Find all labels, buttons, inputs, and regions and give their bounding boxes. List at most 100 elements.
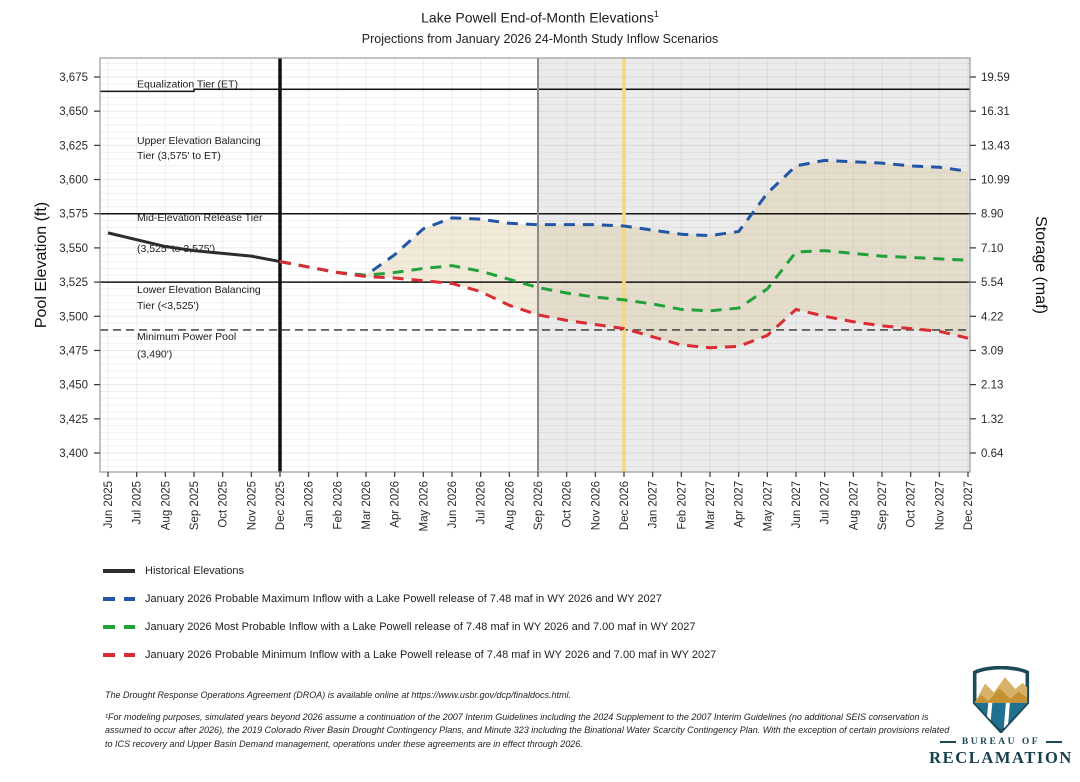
footnotes: The Drought Response Operations Agreemen… — [105, 689, 950, 751]
elevation-tick-label: 3,450 — [59, 380, 88, 392]
month-tick-label: Jul 2026 — [476, 481, 488, 524]
storage-tick-label: 16.31 — [981, 106, 1010, 118]
month-tick-label: Jun 2026 — [447, 481, 459, 528]
equalization-tier-line — [100, 88, 970, 93]
elevation-tick-label: 3,575 — [59, 209, 88, 221]
elevation-tick-label: 3,650 — [59, 106, 88, 118]
page-title: Lake Powell End-of-Month Elevations1 — [0, 9, 1080, 26]
storage-tick-label: 5.54 — [981, 277, 1004, 289]
elevation-tick-label: 3,475 — [59, 345, 88, 357]
month-tick-label: Oct 2026 — [562, 481, 574, 528]
mountains-front-icon — [974, 688, 1028, 703]
storage-tick-label: 3.09 — [981, 345, 1003, 357]
legend-label: Historical Elevations — [145, 565, 245, 577]
month-tick-label: Dec 2025 — [275, 481, 287, 530]
storage-tick-label: 13.43 — [981, 140, 1010, 152]
tier-label: Minimum Power Pool — [137, 331, 236, 343]
post-aug-2026-background — [538, 58, 970, 472]
month-tick-label: Jul 2025 — [132, 481, 144, 524]
month-tick-label: Sep 2025 — [189, 481, 201, 530]
dash-decoration — [1046, 741, 1063, 743]
tier-label: Mid-Elevation Release Tier — [137, 212, 263, 224]
month-tick-label: Feb 2027 — [676, 481, 688, 530]
elevation-tick-label: 3,500 — [59, 311, 88, 323]
elevation-tick-label: 3,550 — [59, 243, 88, 255]
month-tick-label: Oct 2025 — [218, 481, 230, 528]
month-tick-label: May 2027 — [762, 481, 774, 532]
page-subtitle: Projections from January 2026 24-Month S… — [361, 32, 719, 46]
series-probable_minimum — [279, 260, 969, 350]
storage-tick-label: 8.90 — [981, 209, 1003, 221]
month-tick-label: Aug 2025 — [160, 481, 172, 530]
reclamation-text: RECLAMATION — [929, 748, 1073, 767]
storage-tick-label: 19.59 — [981, 72, 1010, 84]
dashed-line-key-icon — [103, 597, 135, 601]
month-tick-label: Nov 2026 — [590, 481, 602, 530]
title-footnote-marker: 1 — [653, 9, 659, 19]
elevation-tick-label: 3,400 — [59, 448, 88, 460]
legend-label: January 2026 Probable Maximum Inflow wit… — [145, 593, 662, 605]
storage-tick-label: 10.99 — [981, 175, 1010, 187]
legend-item: Historical Elevations — [102, 563, 716, 579]
dash-decoration — [939, 741, 956, 743]
series-probable_maximum — [279, 158, 969, 277]
plot-frame — [99, 57, 971, 473]
storage-tick-label: 7.10 — [981, 243, 1003, 255]
footnote-droa: The Drought Response Operations Agreemen… — [105, 690, 572, 700]
storage-tick-label: 0.64 — [981, 448, 1004, 460]
legend-item: January 2026 Probable Minimum Inflow wit… — [102, 647, 716, 663]
dashed-line-key-icon — [103, 625, 135, 629]
left-axis-title: Pool Elevation (ft) — [33, 202, 50, 328]
month-tick-label: Dec 2026 — [619, 481, 631, 530]
series-most_probable — [279, 249, 969, 313]
tier-label: (3,490') — [137, 348, 172, 360]
elevation-tick-label: 3,525 — [59, 277, 88, 289]
legend-label: January 2026 Probable Minimum Inflow wit… — [145, 649, 717, 661]
elevation-tick-label: 3,675 — [59, 72, 88, 84]
legend-item: January 2026 Most Probable Inflow with a… — [102, 619, 716, 635]
footnote-modeling: ¹For modeling purposes, simulated years … — [105, 711, 950, 749]
month-tick-label: Jan 2026 — [304, 481, 316, 528]
tier-label: Upper Elevation Balancing — [137, 135, 261, 147]
bureau-of-reclamation-logo: BUREAU OF RECLAMATION — [926, 666, 1076, 768]
month-tick-label: Mar 2026 — [361, 481, 373, 530]
storage-tick-label: 4.22 — [981, 311, 1003, 323]
month-tick-label: Feb 2026 — [332, 481, 344, 530]
month-tick-label: Oct 2027 — [906, 481, 918, 528]
inflow-scenario-range-band — [366, 160, 968, 348]
solid-line-key-icon — [103, 569, 135, 573]
month-tick-label: Nov 2027 — [934, 481, 946, 530]
tier-label: Tier (<3,525') — [137, 300, 199, 312]
month-tick-label: Mar 2027 — [705, 481, 717, 530]
month-tick-label: Dec 2027 — [963, 481, 975, 530]
month-tick-label: Apr 2026 — [390, 481, 402, 528]
month-tick-label: Apr 2027 — [734, 481, 746, 528]
elevation-tick-label: 3,600 — [59, 175, 88, 187]
month-tick-label: Jan 2027 — [648, 481, 660, 528]
series-historical — [107, 231, 281, 264]
tier-label: Tier (3,575' to ET) — [137, 150, 221, 162]
month-tick-label: Aug 2027 — [848, 481, 860, 530]
month-tick-label: Jul 2027 — [820, 481, 832, 524]
reclamation-shield-icon — [972, 666, 1030, 733]
chart-legend: Historical Elevations January 2026 Probab… — [102, 563, 716, 675]
bureau-of-text: BUREAU OF — [961, 737, 1041, 747]
elevation-tick-label: 3,625 — [59, 140, 88, 152]
dashed-line-key-icon — [103, 653, 135, 657]
bureau-of-line: BUREAU OF — [926, 737, 1076, 747]
month-tick-label: Nov 2025 — [246, 481, 258, 530]
month-tick-label: Sep 2026 — [533, 481, 545, 530]
tier-label: Lower Elevation Balancing — [137, 284, 261, 296]
legend-label: January 2026 Most Probable Inflow with a… — [145, 621, 696, 633]
page-title-text: Lake Powell End-of-Month Elevations — [421, 9, 654, 26]
legend-item: January 2026 Probable Maximum Inflow wit… — [102, 591, 716, 607]
month-tick-label: Sep 2027 — [877, 481, 889, 530]
month-tick-label: May 2026 — [418, 481, 430, 532]
right-axis-title: Storage (maf) — [1032, 216, 1049, 314]
storage-tick-label: 2.13 — [981, 380, 1003, 392]
month-tick-label: Aug 2026 — [504, 481, 516, 530]
elevation-tick-label: 3,425 — [59, 414, 88, 426]
month-tick-label: Jun 2025 — [103, 481, 115, 528]
storage-tick-label: 1.32 — [981, 414, 1003, 426]
